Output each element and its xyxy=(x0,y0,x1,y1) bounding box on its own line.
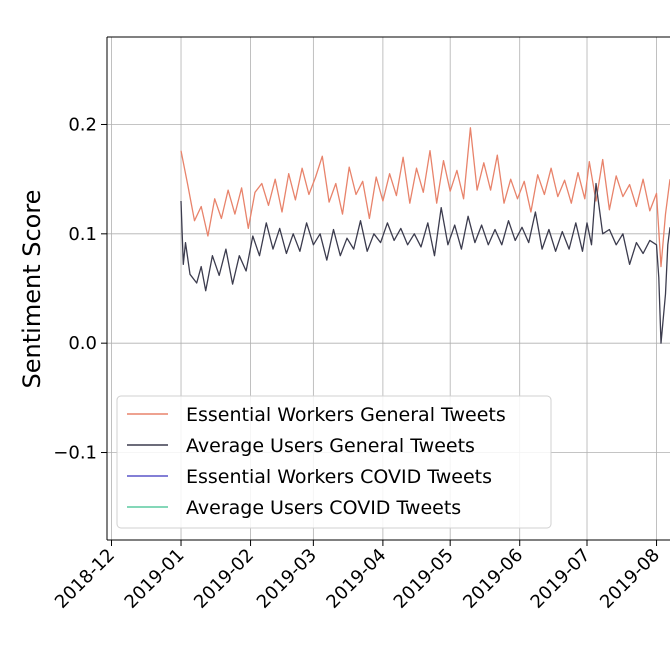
series-line-0 xyxy=(180,127,670,268)
x-tick-label: 2019-07 xyxy=(527,545,595,613)
x-tick-label: 2019-01 xyxy=(121,545,189,613)
y-tick-labels: −0.1 0.0 0.1 0.2 xyxy=(53,114,107,464)
x-tick-label: 2019-02 xyxy=(190,545,258,613)
legend-label: Essential Workers COVID Tweets xyxy=(186,466,492,488)
y-tick-label: −0.1 xyxy=(53,443,97,464)
legend-label: Average Users General Tweets xyxy=(186,435,475,457)
x-tick-label: 2019-08 xyxy=(596,545,664,613)
legend-label: Average Users COVID Tweets xyxy=(186,497,461,519)
x-tick-label: 2019-04 xyxy=(322,545,390,613)
y-tick-label: 0.2 xyxy=(68,114,97,135)
legend-label: Essential Workers General Tweets xyxy=(186,404,506,426)
x-tick-label: 2019-03 xyxy=(253,545,321,613)
grid-lines xyxy=(107,37,670,540)
series-lines xyxy=(180,127,670,344)
series-line-1 xyxy=(180,182,670,344)
x-tick-label: 2018-12 xyxy=(51,545,119,613)
x-tick-label: 2019-05 xyxy=(390,545,458,613)
y-axis-title: Sentiment Score xyxy=(18,190,46,389)
y-tick-label: 0.0 xyxy=(68,333,97,354)
y-tick-label: 0.1 xyxy=(68,224,97,245)
x-tick-label: 2019-06 xyxy=(459,545,527,613)
axes xyxy=(106,36,670,541)
legend: Essential Workers General Tweets Average … xyxy=(116,395,552,529)
legend-box xyxy=(116,395,552,529)
